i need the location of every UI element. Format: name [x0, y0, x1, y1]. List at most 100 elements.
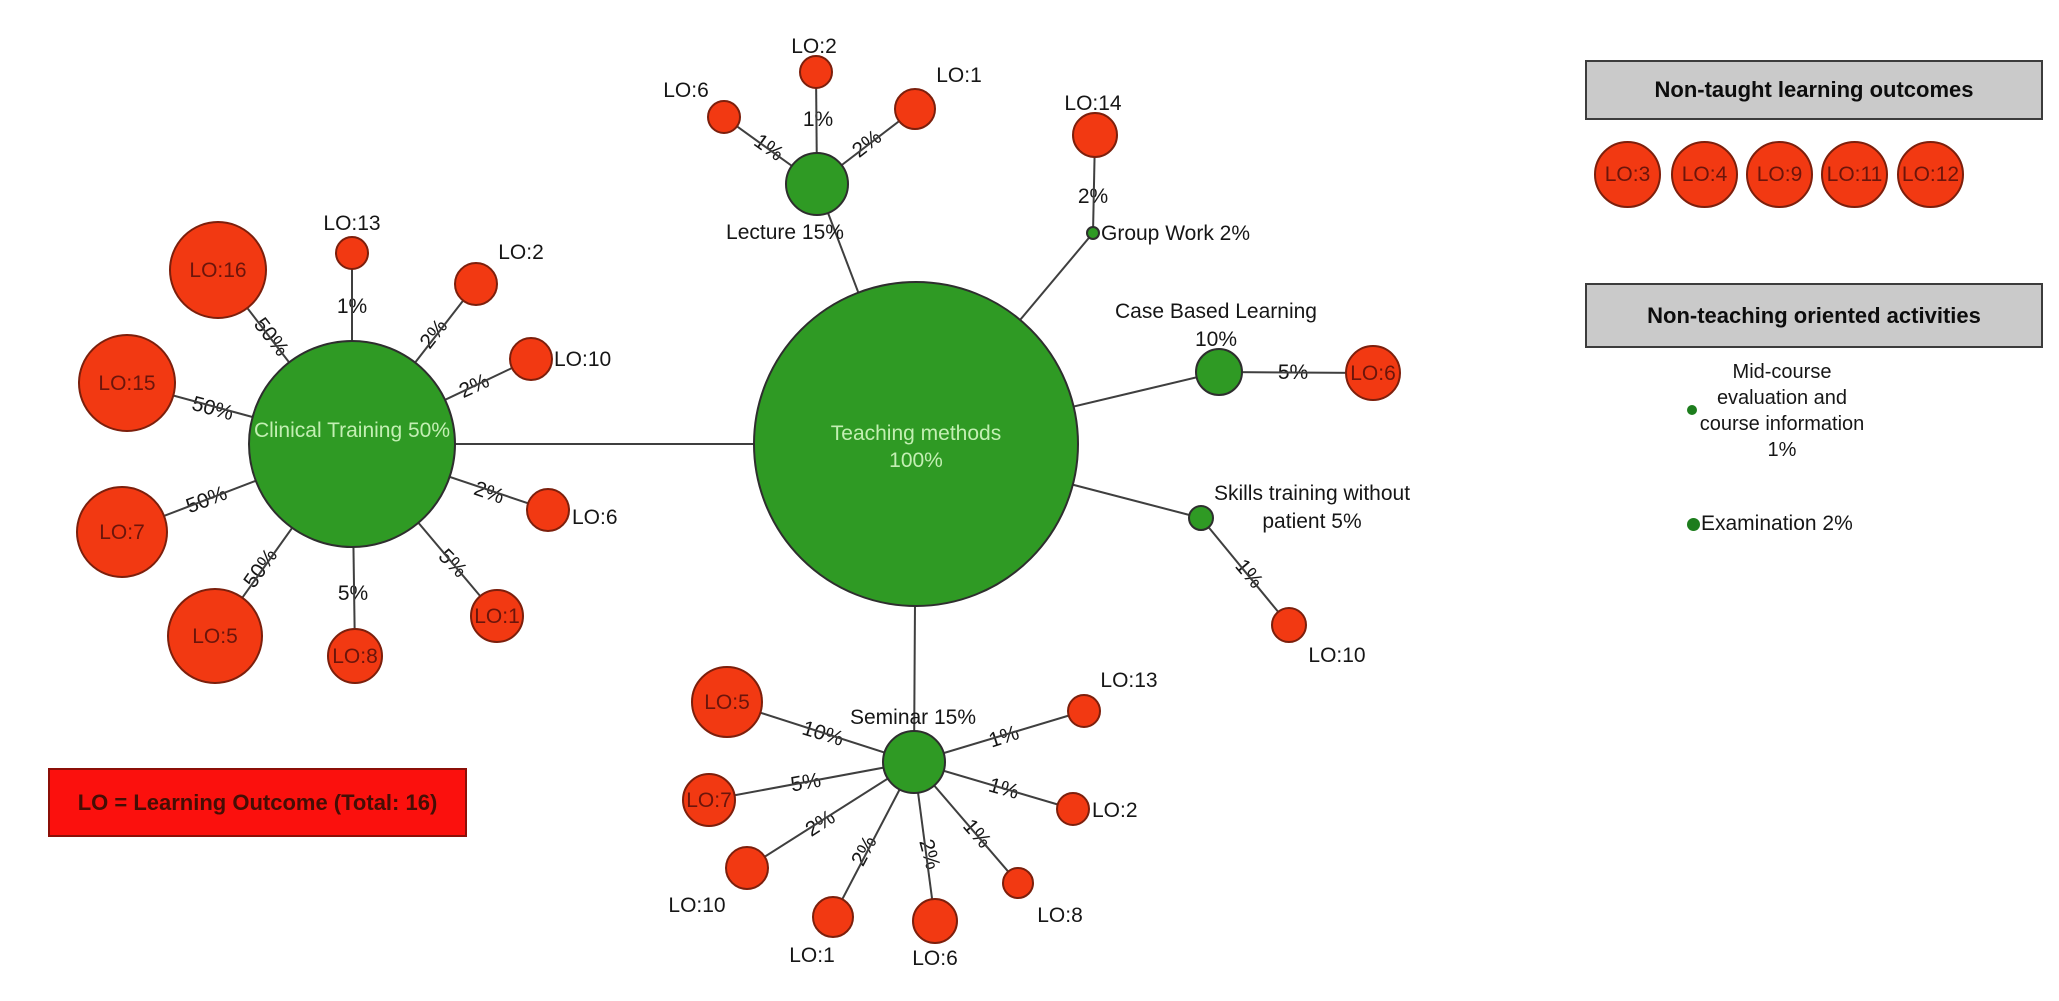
node-lo1-lecture: [894, 88, 936, 130]
node-label-lo6-clinical: LO:6: [572, 506, 618, 529]
node-clinical: [248, 340, 456, 548]
node-lo7: [76, 486, 168, 578]
legend-text: LO = Learning Outcome (Total: 16): [77, 789, 438, 815]
edge-seminar-lo7-seminar: [708, 761, 915, 801]
node-text-lo1-clinical: LO:1: [474, 605, 520, 628]
node-lo6-clinical: [526, 488, 570, 532]
edge-seminar-lo10-seminar: [746, 761, 915, 869]
node-teaching: [753, 281, 1079, 607]
node-lo6-lecture: [707, 100, 741, 134]
node-lo16: [169, 221, 267, 319]
node-label-lo1-lecture: LO:1: [936, 64, 982, 87]
non-taught-outcome-label: LO:11: [1826, 162, 1883, 186]
node-label-groupwork: Group Work 2%: [1101, 222, 1250, 245]
node-label-lo2-lecture: LO:2: [791, 35, 837, 58]
node-lo13-seminar: [1067, 694, 1101, 728]
midcourse-line: 1%: [1767, 439, 1797, 461]
node-cbl: [1195, 348, 1243, 396]
node-label-lo8-seminar: LO:8: [1037, 904, 1083, 927]
edge-label-seminar-lo1-seminar: 2%: [847, 832, 882, 870]
node-lo10-seminar: [725, 846, 769, 890]
node-label-lecture: Lecture 15%: [726, 221, 844, 244]
node-label-lo6-lecture: LO:6: [663, 79, 709, 102]
node-lo2-clinical: [454, 262, 498, 306]
non-taught-outcome-label: LO:3: [1604, 162, 1651, 186]
node-lo2-lecture: [799, 55, 833, 89]
node-label-seminar: Seminar 15%: [850, 706, 976, 729]
non-taught-outcome-label: LO:4: [1681, 162, 1728, 186]
node-label-lo13-seminar: LO:13: [1100, 669, 1157, 692]
panel-non-teaching-title: Non-teaching oriented activities: [1647, 302, 1981, 328]
node-lecture: [785, 152, 849, 216]
node-label-lo2-seminar: LO:2: [1092, 799, 1138, 822]
node-lo6-seminar: [912, 898, 958, 944]
node-lo1-seminar: [812, 896, 854, 938]
node-lo6-cbl: [1345, 345, 1401, 401]
node-lo10-clinical: [509, 337, 553, 381]
node-text-lo7-seminar: LO:7: [686, 789, 732, 812]
node-text-lo5: LO:5: [192, 625, 238, 648]
node-label-lo13-clinical: LO:13: [323, 212, 380, 235]
node-label-lo6-seminar: LO:6: [912, 947, 958, 970]
non-taught-outcome-circle: LO:4: [1671, 141, 1738, 208]
node-text-lo6-cbl: LO:6: [1350, 362, 1396, 385]
node-groupwork: [1086, 226, 1100, 240]
non-taught-outcome-circle: LO:9: [1746, 141, 1813, 208]
non-taught-outcome-label: LO:9: [1756, 162, 1803, 186]
node-text-clinical: Clinical Training 50%: [254, 419, 450, 442]
midcourse-bullet-dot: [1687, 405, 1697, 415]
node-lo8-seminar: [1002, 867, 1034, 899]
node-lo10-skills: [1271, 607, 1307, 643]
edge-label-seminar-lo13-seminar: 1%: [986, 721, 1022, 752]
examination-label: Examination 2%: [1701, 512, 1853, 535]
node-lo5: [167, 588, 263, 684]
node-lo8-clinical: [327, 628, 383, 684]
node-lo7-seminar: [682, 773, 736, 827]
node-text-lo5-seminar: LO:5: [704, 691, 750, 714]
panel-non-teaching-header: Non-teaching oriented activities: [1585, 283, 2043, 348]
legend-box: LO = Learning Outcome (Total: 16): [48, 768, 467, 837]
node-label-lo10-seminar: LO:10: [668, 894, 725, 917]
node-skills: [1188, 505, 1214, 531]
node-label-cbl: Case Based Learning 10%: [1115, 300, 1317, 351]
node-label-lo1-seminar: LO:1: [789, 944, 835, 967]
node-label-lo2-clinical: LO:2: [498, 241, 544, 264]
midcourse-line: Mid-course: [1732, 361, 1832, 383]
edge-label-clinical-lo8-clinical: 5%: [338, 582, 368, 605]
midcourse-line: course information: [1699, 413, 1865, 435]
non-taught-outcome-label: LO:12: [1901, 162, 1960, 186]
edge-label-lecture-lo2-lecture: 1%: [803, 108, 833, 131]
midcourse-line: evaluation and: [1716, 387, 1848, 409]
edge-label-seminar-lo6-seminar: 2%: [914, 837, 944, 872]
node-text-teaching: Teaching methods 100%: [831, 422, 1001, 472]
node-lo1-clinical: [470, 589, 524, 643]
node-lo2-seminar: [1056, 792, 1090, 826]
node-lo15: [78, 334, 176, 432]
node-text-lo16: LO:16: [189, 259, 246, 282]
node-label-lo10-clinical: LO:10: [554, 348, 611, 371]
non-taught-outcome-circle: LO:12: [1897, 141, 1964, 208]
edge-label-lecture-lo6-lecture: 1%: [750, 130, 788, 166]
node-text-lo15: LO:15: [98, 372, 155, 395]
panel-non-taught-title: Non-taught learning outcomes: [1654, 77, 1974, 102]
non-taught-outcome-circle: LO:11: [1821, 141, 1888, 208]
node-label-skills: Skills training without patient 5%: [1214, 482, 1410, 533]
node-lo14: [1072, 112, 1118, 158]
edge-skills-lo10-skills: [1200, 517, 1290, 626]
node-text-lo8-clinical: LO:8: [332, 645, 378, 668]
examination-item: Examination 2%: [1687, 512, 1853, 536]
node-seminar: [882, 730, 946, 794]
midcourse-item: Mid-course evaluation and course informa…: [1652, 359, 1912, 463]
edge-label-clinical-lo15: 50%: [189, 392, 236, 425]
panel-non-taught-header: Non-taught learning outcomes: [1585, 60, 2043, 120]
node-text-lo7: LO:7: [99, 521, 145, 544]
edge-label-clinical-lo6-clinical: 2%: [471, 477, 507, 509]
node-lo5-seminar: [691, 666, 763, 738]
node-label-lo14: LO:14: [1064, 92, 1122, 115]
node-label-lo10-skills: LO:10: [1308, 644, 1365, 667]
node-lo13-clinical: [335, 236, 369, 270]
edge-label-seminar-lo10-seminar: 2%: [801, 806, 839, 842]
non-taught-outcome-circle: LO:3: [1594, 141, 1661, 208]
